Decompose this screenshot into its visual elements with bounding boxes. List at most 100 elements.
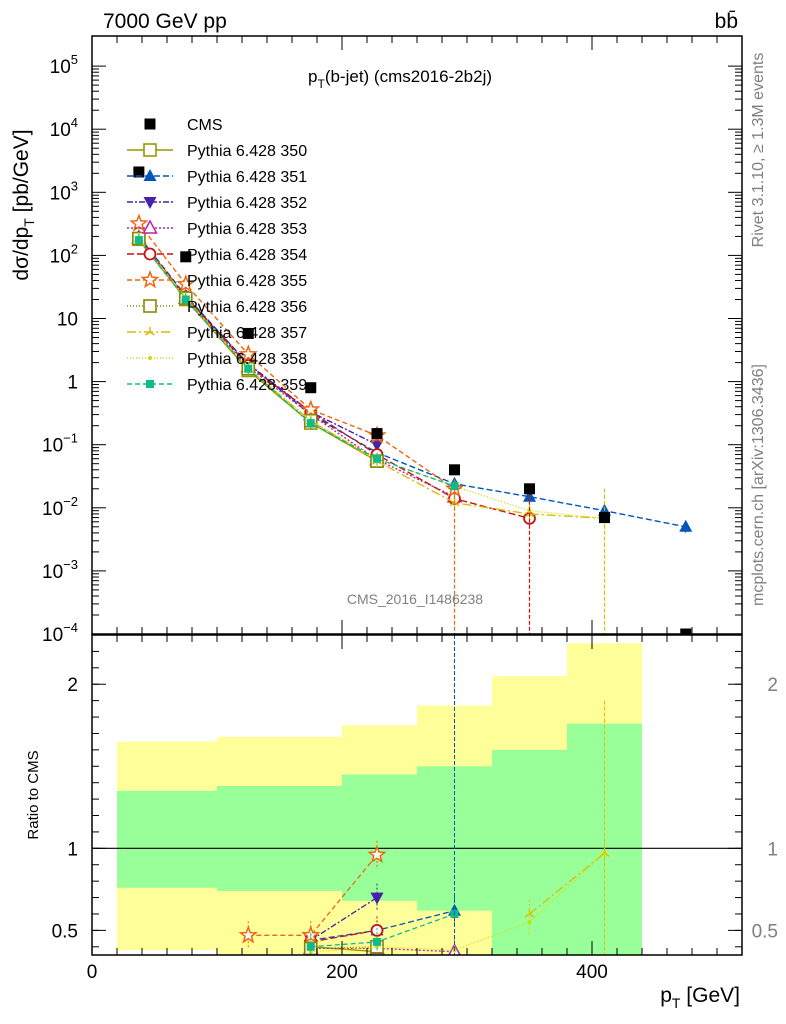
series-line <box>138 223 455 490</box>
legend-marker <box>143 299 157 313</box>
data-point <box>306 419 315 428</box>
legend-entry-pythia-6-428-359: Pythia 6.428 359 <box>127 377 307 394</box>
ratio-y-tick-label-right: 2 <box>767 675 778 696</box>
rivet-label: Rivet 3.1.10, ≥ 1.3M events <box>750 53 767 248</box>
ratio-point <box>367 844 387 864</box>
y-tick-label: 10−3 <box>42 557 78 583</box>
ratio-y-tick-label: 0.5 <box>52 921 78 942</box>
ratio-point <box>306 942 315 951</box>
ratio-line <box>248 854 378 936</box>
watermark: CMS_2016_I1486238 <box>347 591 483 607</box>
legend-marker <box>143 197 157 209</box>
cms-point <box>449 464 460 476</box>
legend-label: Pythia 6.428 350 <box>187 143 307 160</box>
legend-label: Pythia 6.428 353 <box>187 221 307 238</box>
cms-point <box>305 382 317 394</box>
legend-marker <box>148 356 152 360</box>
legend-label: Pythia 6.428 359 <box>187 377 307 394</box>
cms-point <box>242 327 254 339</box>
ratio-line <box>310 947 455 953</box>
legend-marker <box>143 247 157 261</box>
ratio-line <box>310 946 378 950</box>
data-point <box>679 519 693 532</box>
ratio-panel: 0.5 0.5 1 1 2 2 0 200 400 Ratio to CMS pT [GeV] <box>25 634 778 1011</box>
mcplots-label: mcplots.cern.ch [arXiv:1306.3436] <box>750 364 767 606</box>
legend-marker <box>142 219 158 234</box>
data-point <box>244 364 253 373</box>
y-tick-label: 104 <box>50 115 78 141</box>
legend-label: Pythia 6.428 355 <box>187 273 307 290</box>
cms-point <box>599 512 610 524</box>
legend-marker <box>146 380 154 388</box>
legend-entry-pythia-6-428-350: Pythia 6.428 350 <box>127 143 307 160</box>
y-tick-label: 10−1 <box>42 431 78 457</box>
legend-marker <box>140 269 160 289</box>
legend-entry-pythia-6-428-353: Pythia 6.428 353 <box>127 219 307 238</box>
legend-label: Pythia 6.428 356 <box>187 299 307 316</box>
legend-label: Pythia 6.428 354 <box>187 247 307 264</box>
legend: CMS Pythia 6.428 350 Pythia 6.428 351 Pythi… <box>127 117 307 394</box>
y-tick-label: 105 <box>50 52 78 78</box>
y-tick-label: 1 <box>67 373 78 394</box>
data-point <box>373 454 381 463</box>
legend-entry-cms: CMS <box>144 117 223 134</box>
y-tick-label: 102 <box>50 241 78 267</box>
data-point <box>238 344 258 363</box>
cms-point <box>524 483 535 495</box>
ratio-y-tick-label: 2 <box>67 675 78 696</box>
y-tick-label: 10 <box>57 310 78 331</box>
legend-entry-pythia-6-428-351: Pythia 6.428 351 <box>127 169 307 186</box>
y-tick-label: 10−4 <box>42 620 78 646</box>
ratio-y-label: Ratio to CMS <box>25 750 42 839</box>
ratio-pythia-6-428-355 <box>238 840 387 950</box>
cms-point <box>133 166 145 178</box>
data-point <box>450 482 459 491</box>
main-panel: 10−4 10−3 10−2 10−1 1 10 102 103 104 105 pT(b-jet… <box>10 35 743 646</box>
process-label: bb̄ <box>715 10 738 33</box>
legend-marker <box>143 143 157 157</box>
data-point <box>129 213 149 232</box>
ratio-y-tick-label-right: 0.5 <box>752 921 778 942</box>
legend-entry-pythia-6-428-354: Pythia 6.428 354 <box>127 247 307 264</box>
x-tick-label: 0 <box>87 962 98 983</box>
uncertainty-band-inner <box>217 785 342 891</box>
ratio-y-tick-label: 1 <box>67 839 78 860</box>
beam-label: 7000 GeV pp <box>103 10 227 33</box>
legend-marker <box>143 169 157 181</box>
ratio-line <box>310 897 378 941</box>
uncertainty-band-inner <box>417 766 492 911</box>
cms-point <box>180 251 192 263</box>
series-line <box>138 238 455 498</box>
uncertainty-band-inner <box>117 790 217 888</box>
ratio-y-tick-label-right: 1 <box>767 839 778 860</box>
legend-entry-pythia-6-428-352: Pythia 6.428 352 <box>127 195 307 212</box>
y-tick-label: 103 <box>50 178 78 204</box>
ratio-point <box>238 925 258 944</box>
legend-label: Pythia 6.428 351 <box>187 169 307 186</box>
data-point <box>370 439 384 452</box>
ratio-point <box>370 892 384 905</box>
legend-label: Pythia 6.428 352 <box>187 195 307 212</box>
legend-marker <box>144 118 156 130</box>
uncertainty-band-inner <box>342 774 417 901</box>
series-line <box>138 239 455 487</box>
cms-point <box>371 428 383 440</box>
plot-title: pT(b-jet) (cms2016-2b2j) <box>308 67 492 91</box>
ratio-line <box>310 929 378 943</box>
x-tick-label: 200 <box>326 962 358 983</box>
ratio-line <box>529 852 605 915</box>
x-tick-label: 400 <box>576 962 608 983</box>
series-pythia-6-428-359 <box>134 234 459 493</box>
legend-label: Pythia 6.428 357 <box>187 325 307 342</box>
series-cms <box>133 166 692 634</box>
legend-entry-pythia-6-428-356: Pythia 6.428 356 <box>127 299 307 316</box>
data-point <box>176 274 196 293</box>
y-tick-label: 10−2 <box>42 494 78 520</box>
uncertainty-band-inner <box>492 749 567 955</box>
x-axis-label: pT [GeV] <box>660 984 740 1011</box>
ratio-point <box>373 937 381 946</box>
data-point <box>181 295 190 304</box>
legend-entry-pythia-6-428-358: Pythia 6.428 358 <box>127 351 307 368</box>
legend-entry-pythia-6-428-355: Pythia 6.428 355 <box>127 269 307 290</box>
